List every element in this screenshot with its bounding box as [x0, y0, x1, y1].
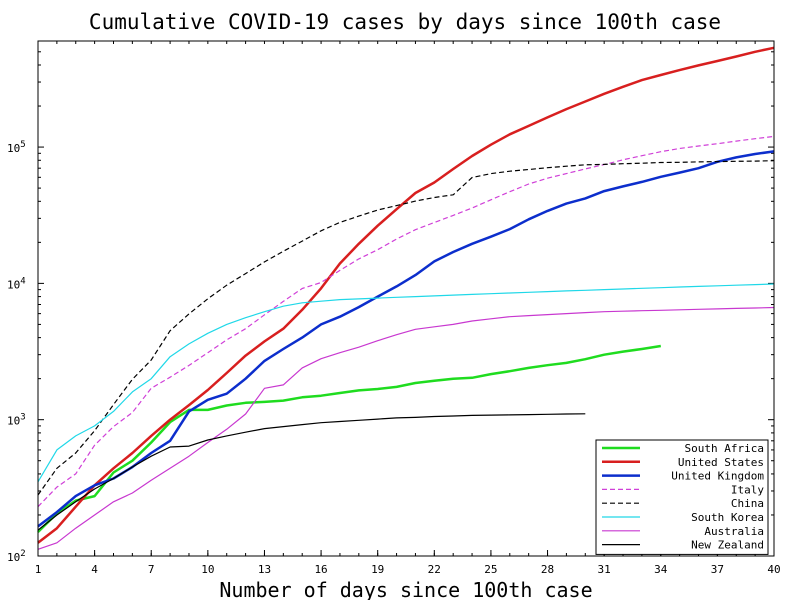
legend-label: China	[731, 497, 764, 510]
legend-label: South Korea	[691, 511, 764, 524]
x-tick-label: 22	[428, 563, 441, 576]
plot-frame	[37, 40, 775, 557]
legend-label: New Zealand	[691, 539, 764, 552]
x-tick-label: 34	[654, 563, 668, 576]
series-layer	[37, 46, 775, 550]
series-line-new-zealand	[37, 413, 586, 531]
x-tick-label: 31	[598, 563, 611, 576]
series-line-italy	[37, 135, 775, 508]
x-tick-label: 1	[35, 563, 42, 576]
x-tick-label: 7	[148, 563, 155, 576]
y-tick-exponent: 5	[20, 140, 25, 150]
legend-label: South Africa	[685, 442, 764, 455]
y-tick-label: 102	[7, 549, 26, 564]
y-tick-label: 104	[7, 276, 26, 291]
x-tick-label: 16	[314, 563, 327, 576]
x-tick-label: 37	[711, 563, 724, 576]
legend-label: United States	[678, 456, 764, 469]
legend-label: Australia	[704, 525, 764, 538]
series-line-south-africa	[37, 344, 661, 533]
series-line-australia	[37, 306, 775, 550]
x-tick-label: 25	[484, 563, 497, 576]
chart-title: Cumulative COVID-19 cases by days since …	[89, 10, 721, 34]
legend-label: United Kingdom	[671, 470, 764, 483]
x-tick-label: 13	[258, 563, 271, 576]
series-line-united-states	[37, 46, 775, 544]
y-tick-base: 10	[7, 415, 20, 428]
x-tick-label: 10	[201, 563, 214, 576]
x-axis-label: Number of days since 100th case	[219, 578, 592, 600]
y-tick-base: 10	[7, 142, 20, 155]
x-tick-label: 28	[541, 563, 554, 576]
y-tick-label: 103	[7, 413, 26, 428]
y-tick-exponent: 3	[20, 413, 25, 423]
series-line-china	[37, 160, 775, 496]
y-tick-exponent: 4	[20, 276, 25, 286]
legend-box	[595, 439, 769, 555]
x-tick-label: 40	[767, 563, 780, 576]
y-tick-exponent: 2	[20, 549, 25, 559]
series-line-south-korea	[37, 283, 775, 483]
x-tick-label: 4	[91, 563, 98, 576]
legend-label: Italy	[731, 483, 764, 496]
y-tick-label: 105	[7, 140, 26, 155]
x-tick-label: 19	[371, 563, 384, 576]
y-tick-base: 10	[7, 278, 20, 291]
y-tick-base: 10	[7, 551, 20, 564]
series-line-united-kingdom	[37, 150, 775, 528]
